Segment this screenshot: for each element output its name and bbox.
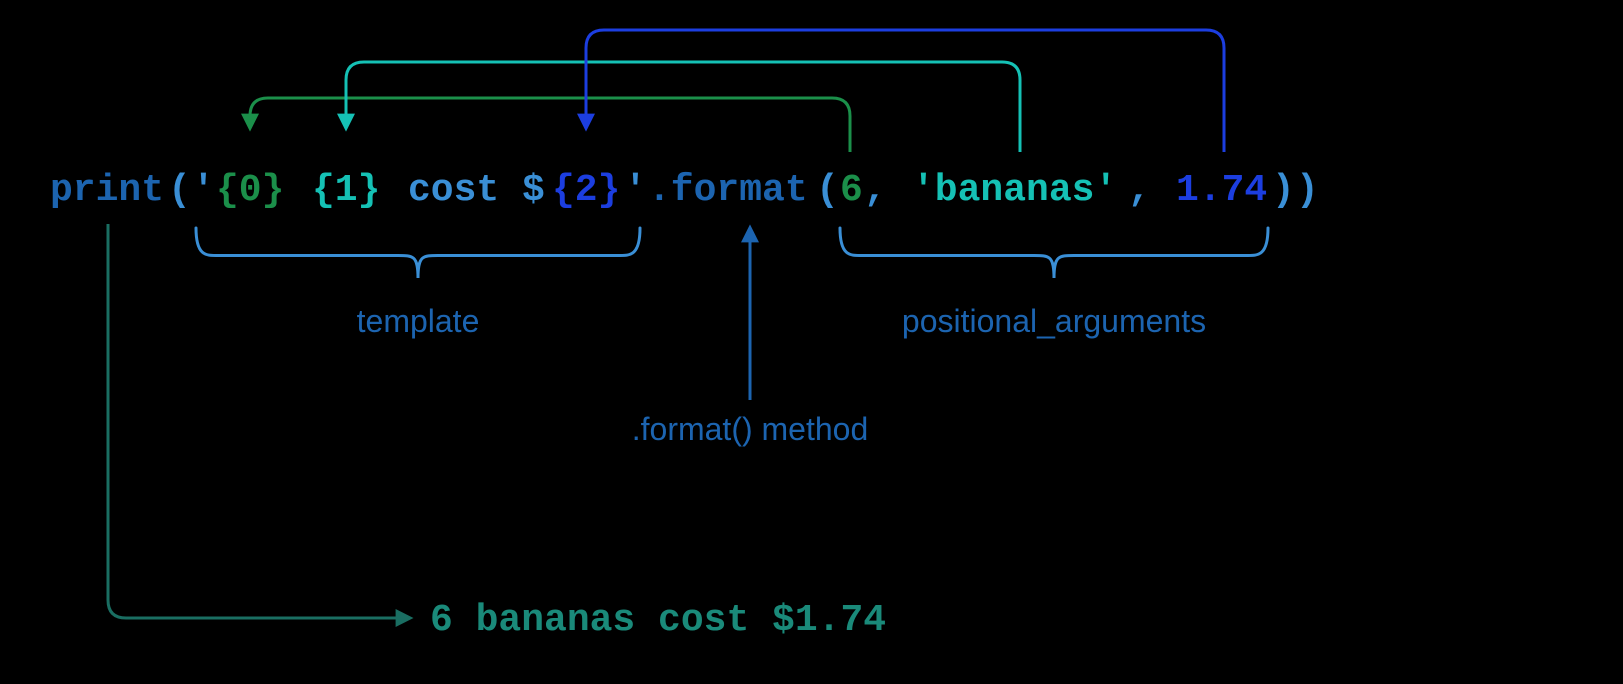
format-label: .format() method [632, 411, 869, 447]
code-token-rparen: ) [1296, 169, 1319, 212]
code-token-lparen: ( [168, 169, 191, 212]
code-token-comma1: , [864, 169, 887, 212]
code-token-p1: {1} [312, 169, 380, 212]
code-token-q1: ' [192, 169, 215, 212]
code-token-lparen2: ( [816, 169, 839, 212]
code-token-p0: {0} [216, 169, 284, 212]
template-label: template [357, 303, 480, 339]
output-text: 6 bananas cost $1.74 [430, 599, 886, 642]
code-token-comma2: , [1128, 169, 1151, 212]
posargs-label: positional_arguments [902, 303, 1206, 339]
code-token-arg2: 1.74 [1176, 169, 1267, 212]
background [0, 0, 1623, 684]
code-token-p2: {2} [552, 169, 620, 212]
code-token-arg1: 'bananas' [912, 169, 1117, 212]
code-token-print: print [50, 169, 164, 212]
code-token-dotfmt: .format [648, 169, 808, 212]
code-token-cost: cost $ [408, 169, 545, 212]
code-token-arg0: 6 [840, 169, 863, 212]
code-token-q2: ' [624, 169, 647, 212]
code-token-rparen2: ) [1272, 169, 1295, 212]
